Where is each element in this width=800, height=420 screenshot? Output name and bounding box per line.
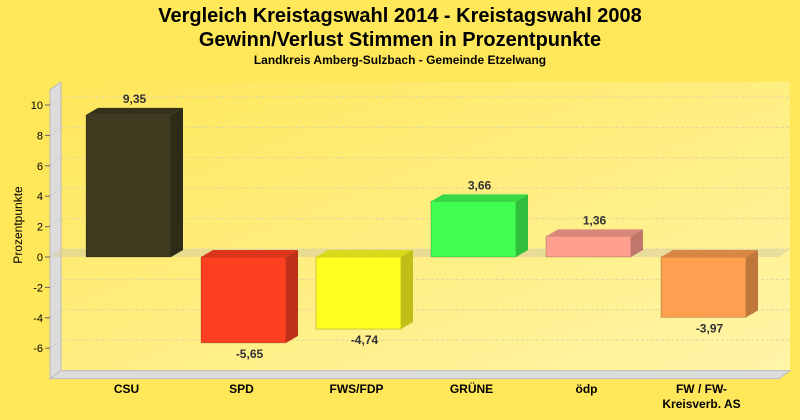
bar-top xyxy=(316,250,413,257)
x-tick-label: FWS/FDP xyxy=(330,382,384,396)
bar-side xyxy=(171,107,183,257)
chart-subtitle: Landkreis Amberg-Sulzbach - Gemeinde Etz… xyxy=(253,53,547,67)
bar-side xyxy=(631,229,643,257)
bar xyxy=(660,256,747,318)
gridline-diag xyxy=(49,339,62,349)
bar-top xyxy=(86,107,183,115)
gridline-diag xyxy=(49,218,62,228)
y-tick-label: 2 xyxy=(37,222,43,234)
y-axis-label: Prozentpunkte xyxy=(11,186,25,264)
bar-top xyxy=(201,250,298,257)
data-label: -4,74 xyxy=(351,333,379,347)
gridline-diag xyxy=(49,187,62,197)
y-tick-label: 10 xyxy=(31,100,43,112)
gridline-diag xyxy=(49,309,62,319)
bar-side xyxy=(286,250,298,343)
x-tick-label: SPD xyxy=(229,382,254,396)
chart-title: Vergleich Kreistagswahl 2014 - Kreistags… xyxy=(158,5,642,51)
plot-floor xyxy=(48,370,792,380)
x-tick-label: GRÜNE xyxy=(450,381,493,396)
plot-left-wall xyxy=(49,80,62,380)
bar-top xyxy=(661,250,758,257)
bar-top xyxy=(546,229,643,237)
data-label: 1,36 xyxy=(583,213,607,227)
data-label: 3,66 xyxy=(468,178,492,192)
bar-top xyxy=(431,194,528,202)
x-tick-label: CSU xyxy=(114,382,139,396)
y-tick-label: 4 xyxy=(37,191,43,203)
bar-side xyxy=(746,250,758,318)
y-tick-label: 8 xyxy=(37,130,43,142)
y-tick-label: -6 xyxy=(33,343,43,355)
gridline-diag xyxy=(49,126,62,136)
bar-side xyxy=(516,194,528,257)
bar xyxy=(315,256,402,330)
data-label: -3,97 xyxy=(696,321,724,335)
y-tick-label: 6 xyxy=(37,161,43,173)
bar xyxy=(430,200,517,258)
bar xyxy=(545,235,632,258)
data-label: -5,65 xyxy=(236,347,264,361)
x-tick-label: Kreisverb. AS xyxy=(662,397,740,411)
gridline-diag xyxy=(49,157,62,167)
x-tick-label: FW / FW- xyxy=(676,382,727,396)
bar xyxy=(200,256,287,344)
bar-side xyxy=(401,250,413,330)
bar xyxy=(85,114,172,258)
gridline-diag xyxy=(49,96,62,106)
x-tick-label: ödp xyxy=(576,382,598,396)
data-label: 9,35 xyxy=(123,92,147,106)
gridline-diag xyxy=(49,278,62,288)
y-tick-label: -2 xyxy=(33,282,43,294)
y-tick-label: 0 xyxy=(37,252,43,264)
y-tick-label: -4 xyxy=(33,313,43,325)
